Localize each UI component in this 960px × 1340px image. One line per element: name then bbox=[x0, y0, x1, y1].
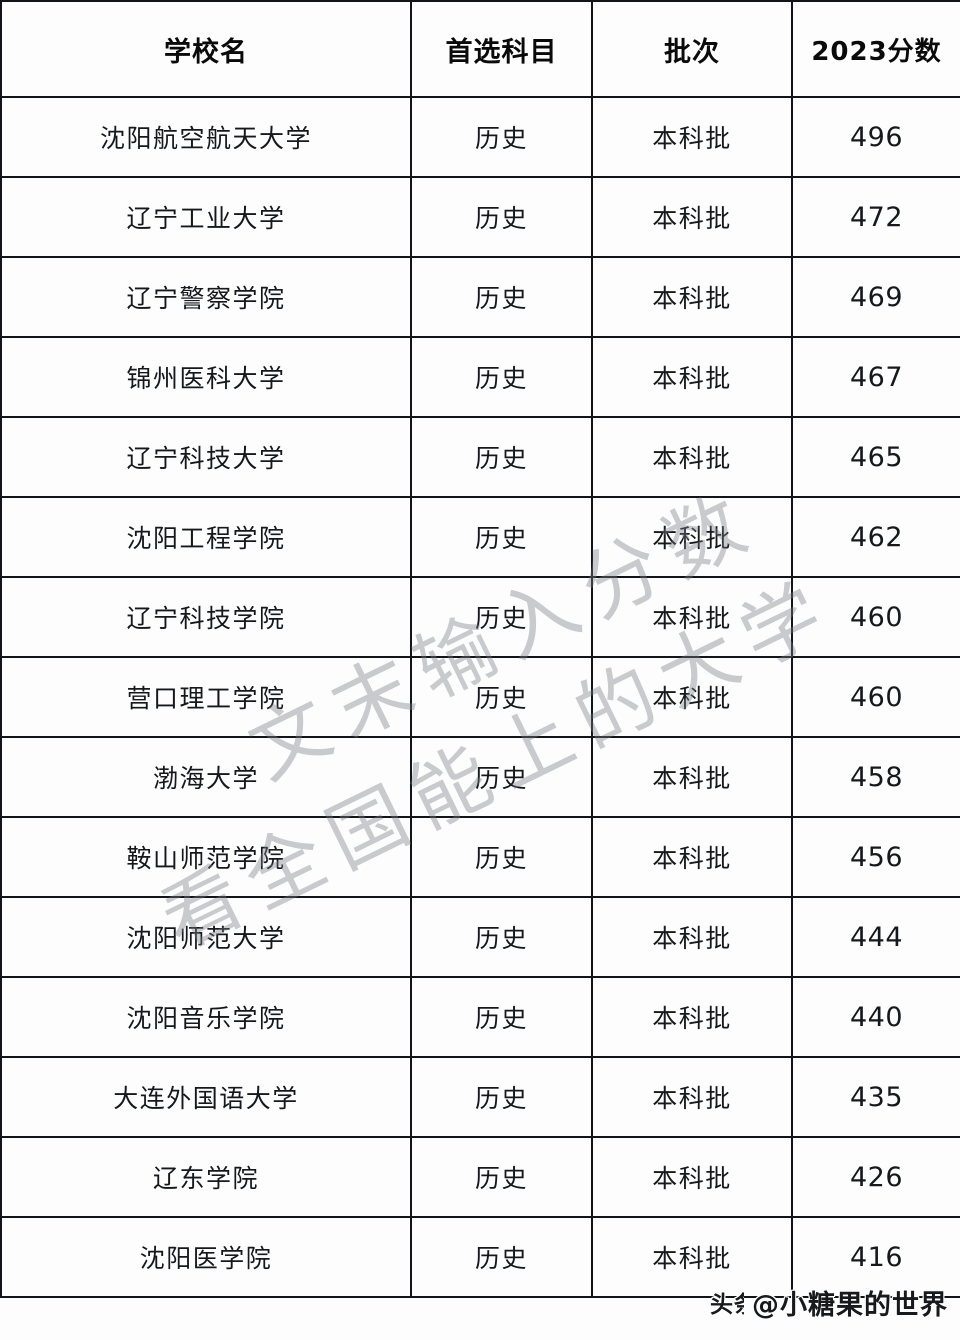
score-table: 学校名 首选科目 批次 2023分数 沈阳航空航天大学 历史 本科批 496 辽宁工业大… bbox=[0, 0, 960, 1298]
table-row[interactable]: 渤海大学 历史 本科批 458 bbox=[0, 736, 960, 818]
cell-school[interactable]: 辽宁工业大学 bbox=[0, 176, 412, 258]
cell-score[interactable]: 462 bbox=[791, 496, 960, 578]
cell-score[interactable]: 416 bbox=[791, 1216, 960, 1298]
cell-subject[interactable]: 历史 bbox=[410, 576, 593, 658]
cell-subject[interactable]: 历史 bbox=[410, 96, 593, 178]
cell-score[interactable]: 435 bbox=[791, 1056, 960, 1138]
table-row[interactable]: 大连外国语大学 历史 本科批 435 bbox=[0, 1056, 960, 1138]
column-header-score[interactable]: 2023分数 bbox=[791, 0, 960, 98]
header-row: 学校名 首选科目 批次 2023分数 bbox=[0, 0, 960, 98]
cell-batch[interactable]: 本科批 bbox=[591, 1056, 793, 1138]
cell-school[interactable]: 辽宁科技大学 bbox=[0, 416, 412, 498]
table-row[interactable]: 沈阳工程学院 历史 本科批 462 bbox=[0, 496, 960, 578]
cell-score[interactable]: 426 bbox=[791, 1136, 960, 1218]
table-row[interactable]: 沈阳音乐学院 历史 本科批 440 bbox=[0, 976, 960, 1058]
cell-subject[interactable]: 历史 bbox=[410, 656, 593, 738]
cell-subject[interactable]: 历史 bbox=[410, 976, 593, 1058]
table-row[interactable]: 营口理工学院 历史 本科批 460 bbox=[0, 656, 960, 738]
cell-score[interactable]: 472 bbox=[791, 176, 960, 258]
cell-batch[interactable]: 本科批 bbox=[591, 656, 793, 738]
table-row[interactable]: 辽宁工业大学 历史 本科批 472 bbox=[0, 176, 960, 258]
cell-subject[interactable]: 历史 bbox=[410, 816, 593, 898]
cell-score[interactable]: 440 bbox=[791, 976, 960, 1058]
cell-school[interactable]: 辽宁科技学院 bbox=[0, 576, 412, 658]
cell-batch[interactable]: 本科批 bbox=[591, 176, 793, 258]
column-header-batch[interactable]: 批次 bbox=[591, 0, 793, 98]
cell-batch[interactable]: 本科批 bbox=[591, 896, 793, 978]
cell-school[interactable]: 沈阳航空航天大学 bbox=[0, 96, 412, 178]
cell-batch[interactable]: 本科批 bbox=[591, 256, 793, 338]
cell-subject[interactable]: 历史 bbox=[410, 1056, 593, 1138]
cell-school[interactable]: 沈阳医学院 bbox=[0, 1216, 412, 1298]
cell-batch[interactable]: 本科批 bbox=[591, 336, 793, 418]
cell-school[interactable]: 沈阳音乐学院 bbox=[0, 976, 412, 1058]
table-row[interactable]: 辽东学院 历史 本科批 426 bbox=[0, 1136, 960, 1218]
cell-subject[interactable]: 历史 bbox=[410, 176, 593, 258]
cell-school[interactable]: 营口理工学院 bbox=[0, 656, 412, 738]
cell-score[interactable]: 467 bbox=[791, 336, 960, 418]
cell-batch[interactable]: 本科批 bbox=[591, 816, 793, 898]
table-row[interactable]: 辽宁科技学院 历史 本科批 460 bbox=[0, 576, 960, 658]
cell-subject[interactable]: 历史 bbox=[410, 256, 593, 338]
cell-score[interactable]: 458 bbox=[791, 736, 960, 818]
cell-batch[interactable]: 本科批 bbox=[591, 976, 793, 1058]
column-header-subject[interactable]: 首选科目 bbox=[410, 0, 593, 98]
cell-school[interactable]: 辽东学院 bbox=[0, 1136, 412, 1218]
table-row[interactable]: 鞍山师范学院 历史 本科批 456 bbox=[0, 816, 960, 898]
table-body: 沈阳航空航天大学 历史 本科批 496 辽宁工业大学 历史 本科批 472 辽宁警察学院 历史 本科… bbox=[0, 96, 960, 1298]
cell-school[interactable]: 沈阳工程学院 bbox=[0, 496, 412, 578]
cell-subject[interactable]: 历史 bbox=[410, 1216, 593, 1298]
cell-score[interactable]: 460 bbox=[791, 656, 960, 738]
cell-batch[interactable]: 本科批 bbox=[591, 416, 793, 498]
table-row[interactable]: 沈阳师范大学 历史 本科批 444 bbox=[0, 896, 960, 978]
cell-school[interactable]: 辽宁警察学院 bbox=[0, 256, 412, 338]
cell-school[interactable]: 锦州医科大学 bbox=[0, 336, 412, 418]
table-row[interactable]: 辽宁科技大学 历史 本科批 465 bbox=[0, 416, 960, 498]
cell-batch[interactable]: 本科批 bbox=[591, 1216, 793, 1298]
cell-batch[interactable]: 本科批 bbox=[591, 496, 793, 578]
table-row[interactable]: 沈阳航空航天大学 历史 本科批 496 bbox=[0, 96, 960, 178]
table-row[interactable]: 锦州医科大学 历史 本科批 467 bbox=[0, 336, 960, 418]
cell-subject[interactable]: 历史 bbox=[410, 1136, 593, 1218]
cell-score[interactable]: 444 bbox=[791, 896, 960, 978]
cell-batch[interactable]: 本科批 bbox=[591, 96, 793, 178]
cell-school[interactable]: 渤海大学 bbox=[0, 736, 412, 818]
cell-score[interactable]: 460 bbox=[791, 576, 960, 658]
table-header: 学校名 首选科目 批次 2023分数 bbox=[0, 0, 960, 98]
cell-subject[interactable]: 历史 bbox=[410, 336, 593, 418]
cell-subject[interactable]: 历史 bbox=[410, 736, 593, 818]
cell-school[interactable]: 沈阳师范大学 bbox=[0, 896, 412, 978]
column-header-school[interactable]: 学校名 bbox=[0, 0, 412, 98]
cell-score[interactable]: 469 bbox=[791, 256, 960, 338]
cell-score[interactable]: 456 bbox=[791, 816, 960, 898]
cell-subject[interactable]: 历史 bbox=[410, 416, 593, 498]
table-row[interactable]: 沈阳医学院 历史 本科批 416 bbox=[0, 1216, 960, 1298]
table-row[interactable]: 辽宁警察学院 历史 本科批 469 bbox=[0, 256, 960, 338]
cell-school[interactable]: 鞍山师范学院 bbox=[0, 816, 412, 898]
cell-batch[interactable]: 本科批 bbox=[591, 1136, 793, 1218]
cell-subject[interactable]: 历史 bbox=[410, 496, 593, 578]
cell-school[interactable]: 大连外国语大学 bbox=[0, 1056, 412, 1138]
cell-batch[interactable]: 本科批 bbox=[591, 736, 793, 818]
cell-batch[interactable]: 本科批 bbox=[591, 576, 793, 658]
cell-score[interactable]: 496 bbox=[791, 96, 960, 178]
cell-score[interactable]: 465 bbox=[791, 416, 960, 498]
cell-subject[interactable]: 历史 bbox=[410, 896, 593, 978]
